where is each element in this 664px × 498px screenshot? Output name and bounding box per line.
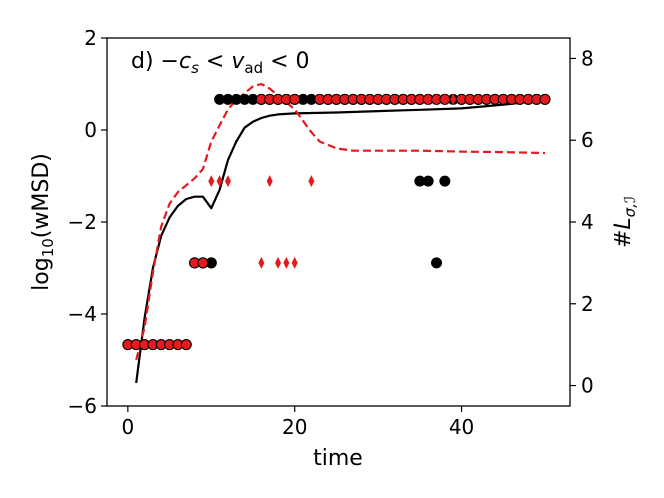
point-red-circle — [289, 93, 301, 105]
x-tick-label: 20 — [282, 415, 307, 439]
y-left-tick-label: 0 — [84, 118, 97, 142]
plot-marks — [122, 82, 551, 384]
point-red-circle — [539, 93, 551, 105]
y-left-tick-label: −4 — [68, 302, 97, 326]
point-black-circle — [431, 257, 443, 269]
point-red-diamond — [433, 93, 440, 106]
y-left-tick-label: −2 — [68, 210, 97, 234]
point-red-diamond — [425, 93, 432, 106]
y-axis-left-label: log10(wMSD) — [29, 153, 57, 291]
point-red-diamond — [441, 93, 448, 106]
point-red-diamond — [208, 175, 215, 188]
y-right-tick-label: 4 — [581, 210, 594, 234]
point-red-circle — [197, 257, 209, 269]
y-right-tick-label: 2 — [581, 292, 594, 316]
y-left-tick-label: 2 — [84, 26, 97, 50]
point-red-diamond — [283, 256, 290, 269]
point-red-circle — [180, 339, 192, 351]
point-red-diamond — [308, 175, 315, 188]
x-tick-label: 0 — [121, 415, 134, 439]
y-axis-right-label: #Lσ,ℐ — [611, 196, 639, 248]
series-line-red-dashed — [135, 82, 546, 361]
point-black-circle — [439, 175, 451, 187]
point-red-diamond — [258, 256, 265, 269]
point-red-diamond — [216, 175, 223, 188]
y-left-tick-label: −6 — [68, 394, 97, 418]
point-black-circle — [422, 175, 434, 187]
point-red-diamond — [266, 175, 273, 188]
y-right-tick-label: 8 — [581, 46, 594, 70]
x-tick-label: 40 — [449, 415, 474, 439]
plot-frame — [106, 37, 571, 407]
x-axis-label: time — [313, 446, 363, 471]
series-line-black — [135, 99, 546, 384]
point-red-diamond — [275, 256, 282, 269]
y-right-tick-label: 0 — [581, 374, 594, 398]
y-right-tick-label: 6 — [581, 128, 594, 152]
annotation: d) −cs < vad < 0 — [131, 49, 310, 77]
point-red-diamond — [291, 256, 298, 269]
point-red-diamond — [450, 93, 457, 106]
point-red-diamond — [224, 175, 231, 188]
